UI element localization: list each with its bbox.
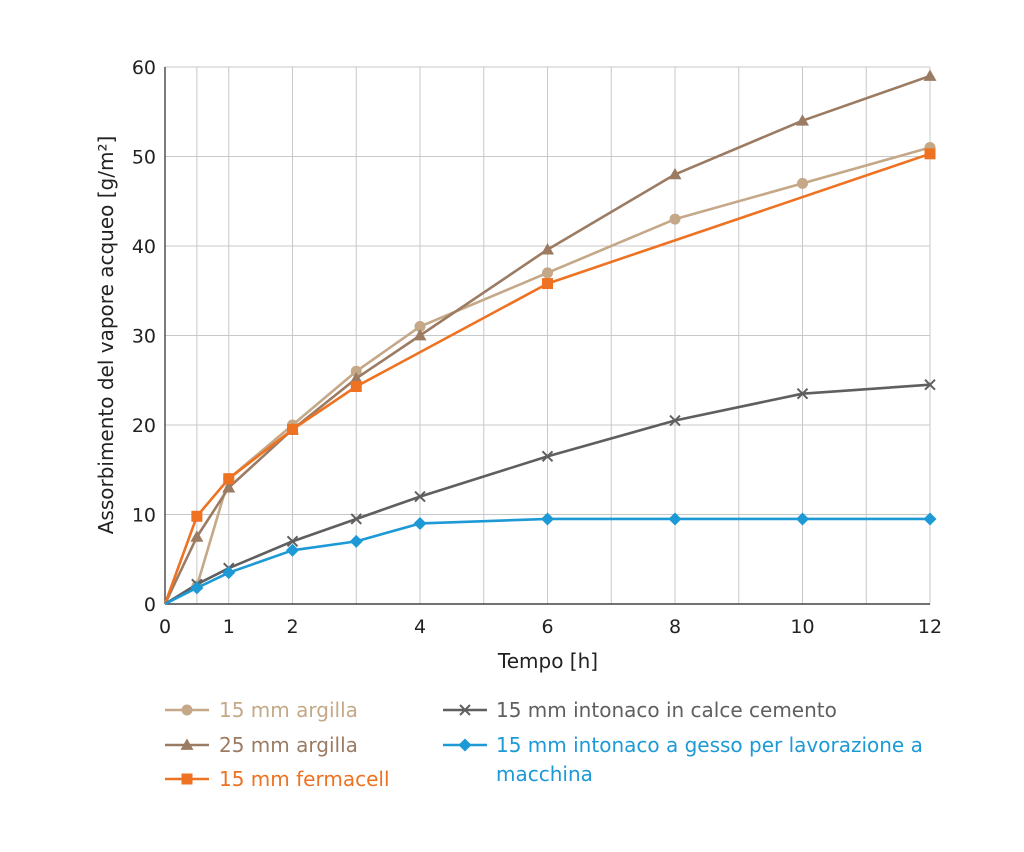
data-point xyxy=(668,512,682,526)
data-point xyxy=(541,243,554,255)
data-point xyxy=(181,773,193,785)
data-point xyxy=(190,530,204,542)
y-tick-label: 10 xyxy=(132,505,156,527)
data-point xyxy=(222,566,236,580)
x-tick-label: 0 xyxy=(159,616,171,638)
legend-item: 15 mm fermacell xyxy=(165,767,390,791)
y-tick-label: 60 xyxy=(132,57,156,79)
data-point xyxy=(542,278,553,290)
legend-item-continuation: macchina xyxy=(496,762,593,786)
data-point xyxy=(286,535,299,548)
y-tick-label: 50 xyxy=(132,147,156,169)
data-point xyxy=(181,704,193,716)
data-point xyxy=(542,267,553,279)
data-point xyxy=(350,513,362,525)
data-point xyxy=(796,512,809,526)
series-line xyxy=(163,74,931,605)
data-point xyxy=(287,423,298,435)
data-point xyxy=(459,704,471,716)
data-point xyxy=(796,387,809,400)
legend: 15 mm argilla 25 mm argilla 15 mm fermacel… xyxy=(165,698,923,791)
data-point xyxy=(222,481,236,493)
legend-item: 15 mm intonaco in calce cemento xyxy=(443,698,837,722)
data-point xyxy=(668,167,682,180)
legend-label: 25 mm argilla xyxy=(219,733,358,757)
legend-item: 15 mm argilla xyxy=(165,698,358,722)
series-3 xyxy=(163,148,936,605)
x-tick-label: 1 xyxy=(223,616,235,638)
data-point xyxy=(669,213,681,225)
data-point xyxy=(191,510,203,522)
series-line xyxy=(164,146,931,606)
data-point xyxy=(924,148,936,160)
y-tick-label: 40 xyxy=(132,236,156,258)
x-tick-label: 12 xyxy=(918,616,942,638)
legend-label: macchina xyxy=(496,762,593,786)
legend-label: 15 mm intonaco a gesso per lavorazione a xyxy=(496,733,923,757)
data-point xyxy=(669,414,681,427)
data-point xyxy=(190,581,204,595)
legend-item: 15 mm intonaco a gesso per lavorazione a xyxy=(443,733,923,757)
x-tick-label: 2 xyxy=(286,616,298,638)
data-point xyxy=(413,516,427,530)
series-line xyxy=(164,517,930,606)
y-tick-label: 30 xyxy=(132,326,156,348)
series-2 xyxy=(163,69,937,605)
series-1 xyxy=(164,142,936,606)
data-point xyxy=(923,69,937,81)
legend-item: 25 mm argilla xyxy=(165,733,358,757)
series-line xyxy=(164,383,931,606)
data-point xyxy=(541,512,554,526)
legend-label: 15 mm fermacell xyxy=(219,767,390,791)
data-point xyxy=(223,473,235,485)
data-point xyxy=(414,321,426,333)
series-4 xyxy=(164,379,936,606)
data-point xyxy=(349,371,363,384)
y-axis-title: Assorbimento del vapore acqueo [g/m²] xyxy=(94,136,118,535)
data-point xyxy=(414,490,426,503)
data-point xyxy=(796,114,809,126)
legend-label: 15 mm intonaco in calce cemento xyxy=(496,698,837,722)
data-point xyxy=(180,738,194,750)
data-point xyxy=(924,379,936,391)
x-tick-label: 8 xyxy=(669,616,681,638)
data-point xyxy=(350,365,362,377)
series-layer xyxy=(163,69,937,606)
y-tick-label: 20 xyxy=(132,415,156,437)
x-axis-title: Tempo [h] xyxy=(497,649,598,673)
data-point xyxy=(286,543,299,557)
series-5 xyxy=(164,512,937,606)
data-point xyxy=(797,177,808,189)
data-point xyxy=(458,738,472,752)
x-tick-label: 6 xyxy=(541,616,553,638)
x-tick-label: 10 xyxy=(790,616,814,638)
data-point xyxy=(923,512,937,526)
legend-label: 15 mm argilla xyxy=(219,698,358,722)
data-point xyxy=(541,450,554,463)
y-tick-label: 0 xyxy=(144,594,156,616)
data-point xyxy=(350,381,362,393)
data-point xyxy=(349,534,363,548)
data-point xyxy=(413,329,427,341)
x-tick-label: 4 xyxy=(414,616,426,638)
